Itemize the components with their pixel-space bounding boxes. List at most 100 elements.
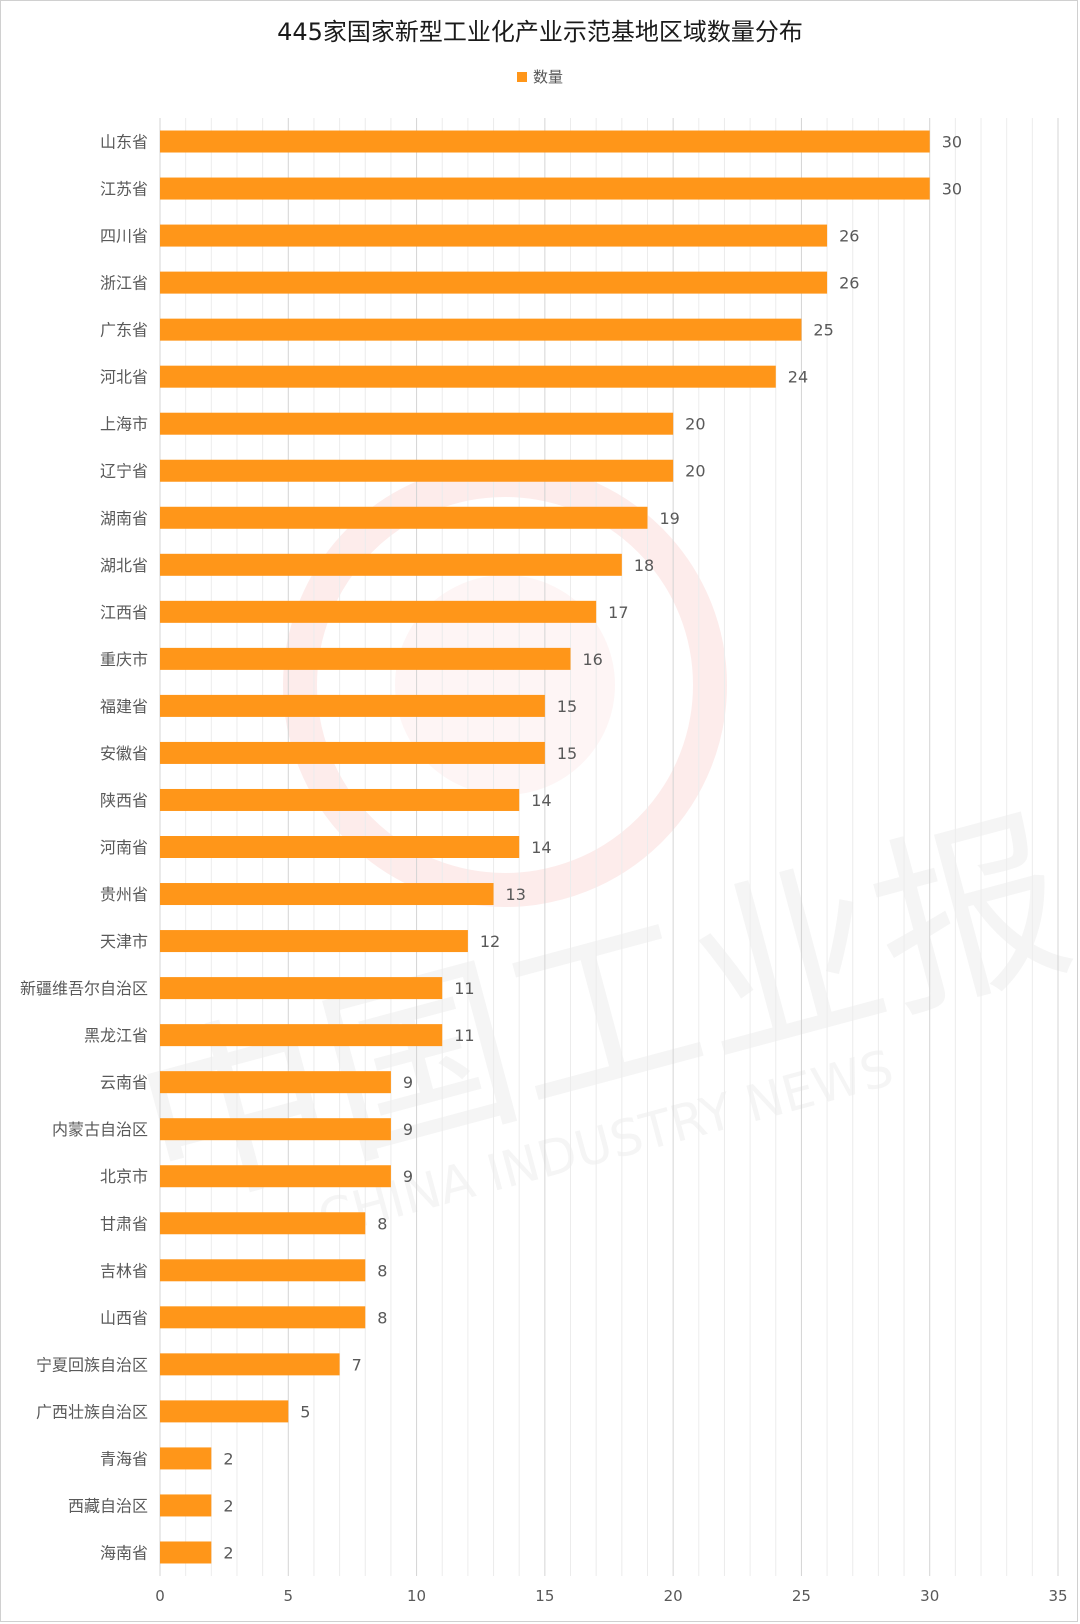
data-label: 2	[223, 1449, 233, 1468]
category-label: 安徽省	[100, 744, 148, 763]
bar	[160, 130, 930, 153]
x-tick-label: 35	[1048, 1587, 1067, 1605]
data-label: 8	[377, 1308, 387, 1327]
category-label: 北京市	[100, 1167, 148, 1186]
category-labels: 山东省江苏省四川省浙江省广东省河北省上海市辽宁省湖南省湖北省江西省重庆市福建省安…	[20, 133, 148, 1563]
x-tick-label: 0	[155, 1587, 165, 1605]
data-label: 11	[454, 979, 474, 998]
data-label: 8	[377, 1214, 387, 1233]
category-label: 内蒙古自治区	[52, 1120, 148, 1139]
category-label: 湖南省	[100, 509, 148, 528]
data-label: 15	[557, 697, 577, 716]
data-label: 14	[531, 838, 551, 857]
bar	[160, 741, 545, 764]
bar	[160, 365, 776, 388]
bar	[160, 883, 494, 906]
category-label: 河北省	[100, 368, 148, 387]
bar	[160, 788, 520, 811]
data-label: 9	[403, 1073, 413, 1092]
bar	[160, 930, 468, 953]
x-axis-tick-labels: 0 5 10 15 20 25 30 35	[155, 1587, 1067, 1605]
category-label: 黑龙江省	[84, 1026, 148, 1045]
data-label: 24	[788, 368, 808, 387]
data-label: 5	[300, 1402, 310, 1421]
category-label: 辽宁省	[100, 462, 148, 481]
x-tick-label: 20	[664, 1587, 683, 1605]
x-tick-label: 25	[792, 1587, 811, 1605]
bar	[160, 1165, 391, 1188]
data-label: 25	[813, 321, 833, 340]
bar	[160, 1353, 340, 1376]
bar	[160, 553, 622, 576]
category-label: 四川省	[100, 227, 148, 246]
bar	[160, 1494, 212, 1517]
bar	[160, 647, 571, 670]
category-label: 新疆维吾尔自治区	[20, 979, 148, 998]
watermark-logo-inner	[395, 575, 615, 795]
data-label: 26	[839, 227, 859, 246]
bar	[160, 1259, 366, 1282]
category-label: 福建省	[100, 697, 148, 716]
data-label: 18	[634, 556, 654, 575]
category-label: 广东省	[100, 321, 148, 340]
bar	[160, 1212, 366, 1235]
legend: 数量	[0, 66, 1080, 87]
data-label: 2	[223, 1496, 233, 1515]
bars	[160, 130, 930, 1564]
data-label: 30	[942, 180, 962, 199]
data-label: 8	[377, 1261, 387, 1280]
data-label: 7	[352, 1355, 362, 1374]
category-label: 浙江省	[100, 274, 148, 293]
bar	[160, 318, 802, 341]
x-tick-label: 10	[407, 1587, 426, 1605]
category-label: 上海市	[100, 415, 148, 434]
bar	[160, 1447, 212, 1470]
bar	[160, 1024, 443, 1047]
category-label: 海南省	[100, 1543, 148, 1562]
category-label: 山东省	[100, 133, 148, 152]
data-label: 11	[454, 1026, 474, 1045]
data-label: 26	[839, 274, 859, 293]
x-tick-label: 30	[920, 1587, 939, 1605]
legend-swatch	[516, 72, 527, 82]
data-label: 9	[403, 1120, 413, 1139]
data-label: 14	[531, 791, 551, 810]
chart-title: 445家国家新型工业化产业示范基地区域数量分布	[277, 18, 803, 46]
category-label: 山西省	[100, 1308, 148, 1327]
data-label: 20	[685, 462, 705, 481]
category-label: 江西省	[100, 603, 148, 622]
bar	[160, 459, 674, 482]
data-label: 20	[685, 415, 705, 434]
category-label: 广西壮族自治区	[36, 1402, 148, 1421]
category-label: 贵州省	[100, 885, 148, 904]
bar	[160, 1118, 391, 1141]
data-label: 16	[583, 650, 603, 669]
legend-label: 数量	[532, 68, 563, 86]
bar	[160, 224, 828, 247]
bar	[160, 600, 597, 623]
bar	[160, 836, 520, 858]
data-label: 17	[608, 603, 628, 622]
data-label: 9	[403, 1167, 413, 1186]
bar	[160, 271, 828, 294]
bar	[160, 1541, 212, 1564]
category-label: 西藏自治区	[68, 1496, 148, 1515]
category-label: 天津市	[100, 932, 148, 951]
category-label: 吉林省	[100, 1261, 148, 1280]
data-label: 30	[942, 133, 962, 152]
data-label: 12	[480, 932, 500, 951]
category-label: 河南省	[100, 838, 148, 857]
data-label: 2	[223, 1543, 233, 1562]
x-tick-label: 15	[535, 1587, 554, 1605]
category-label: 陕西省	[100, 791, 148, 810]
category-label: 重庆市	[100, 650, 148, 669]
bar	[160, 1071, 391, 1094]
data-labels: 3030262625242020191817161515141413121111…	[223, 133, 962, 1563]
category-label: 青海省	[100, 1449, 148, 1468]
category-label: 甘肃省	[100, 1214, 148, 1233]
bar	[160, 177, 930, 200]
bar	[160, 1400, 289, 1423]
data-label: 15	[557, 744, 577, 763]
